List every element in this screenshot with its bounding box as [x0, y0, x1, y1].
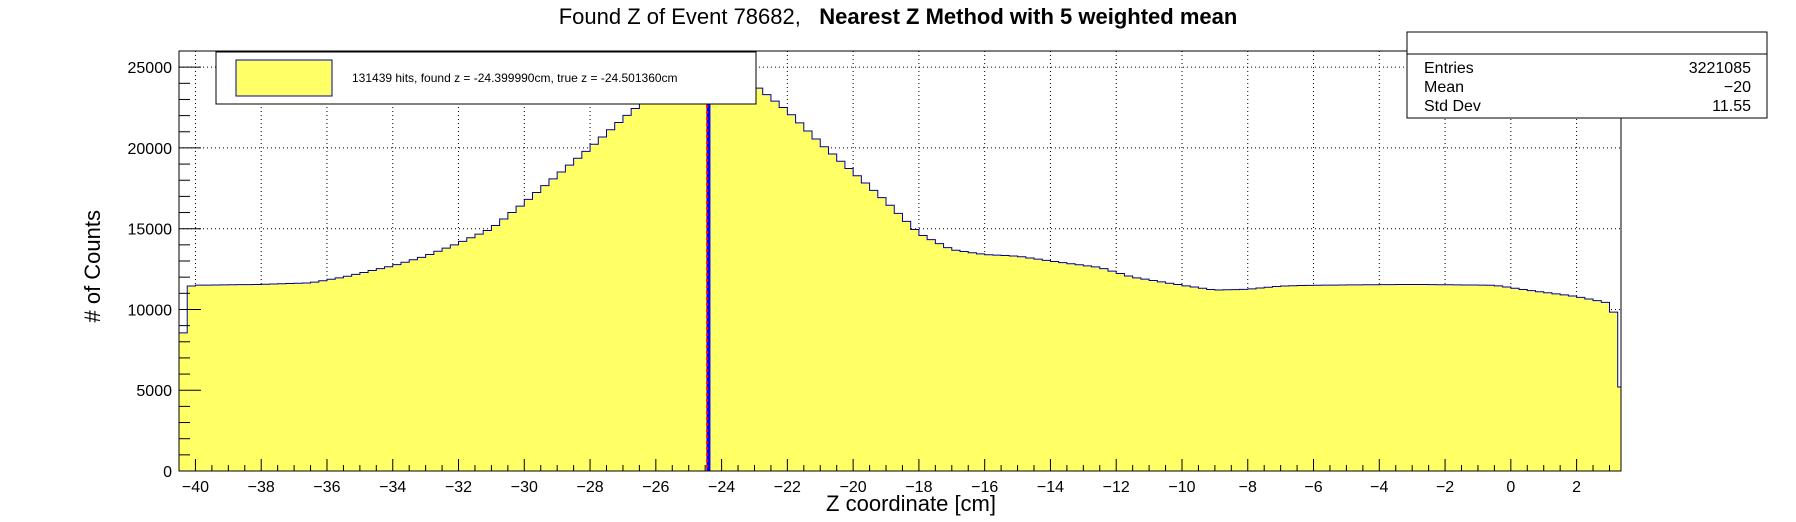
stats-background: [1406, 31, 1768, 119]
stats-label-entries: Entries: [1424, 60, 1474, 77]
stats-value-entries: 3221085: [1689, 60, 1751, 77]
x-tick-label: 2: [1572, 479, 1581, 496]
y-axis-title: # of Counts: [80, 210, 105, 323]
x-tick-label: −20: [840, 479, 867, 496]
x-tick-label: −24: [708, 479, 735, 496]
x-tick-label: −14: [1037, 479, 1064, 496]
y-tick-label: 10000: [128, 302, 173, 319]
x-tick-label: −10: [1168, 479, 1195, 496]
title-prefix: Found Z of Event 78682,: [558, 4, 801, 29]
y-tick-label: 0: [163, 464, 172, 481]
y-tick-label: 20000: [128, 141, 173, 158]
stats-value-stddev: 11.55: [1712, 98, 1751, 115]
legend-box: 131439 hits, found z = -24.399990cm, tru…: [215, 51, 757, 105]
stats-label-stddev: Std Dev: [1424, 98, 1481, 115]
x-tick-label: −4: [1370, 479, 1388, 496]
x-tick-label: −28: [576, 479, 603, 496]
x-tick-label: −38: [248, 479, 275, 496]
y-tick-label: 25000: [128, 60, 173, 77]
stats-label-mean: Mean: [1424, 79, 1464, 96]
histogram-layer: [178, 63, 1622, 472]
x-tick-label: −40: [182, 479, 209, 496]
legend-swatch: [235, 59, 333, 97]
x-tick-label: −2: [1436, 479, 1454, 496]
stats-value-mean: −20: [1724, 79, 1751, 96]
x-tick-label: −8: [1239, 479, 1257, 496]
x-tick-label: −36: [313, 479, 340, 496]
marker-lines-layer: [706, 51, 711, 471]
x-tick-label: −12: [1103, 479, 1130, 496]
x-tick-label: −6: [1304, 479, 1322, 496]
x-tick-label: −34: [379, 479, 406, 496]
tick-labels-layer: −40 −38 −36 −34 −32 −30 −28 −26 −24 −22 −20 −18 −16−…: [128, 60, 1582, 496]
stats-box: Entries 3221085 Mean −20 Std Dev 11.55: [1406, 31, 1768, 119]
x-tick-label: 0: [1506, 479, 1515, 496]
legend-entry: 131439 hits, found z = -24.399990cm, tru…: [352, 71, 678, 85]
y-tick-label: 15000: [128, 222, 173, 239]
x-tick-label: −18: [905, 479, 932, 496]
y-tick-label: 5000: [136, 383, 172, 400]
x-tick-label: −32: [445, 479, 472, 496]
tick-layer: [179, 66, 1610, 472]
x-tick-label: −16: [971, 479, 998, 496]
x-tick-label: −30: [511, 479, 538, 496]
x-tick-label: −26: [642, 479, 669, 496]
title-bold: Nearest Z Method with 5 weighted mean: [819, 4, 1238, 29]
histogram-bins: [178, 63, 1622, 472]
x-tick-label: −22: [774, 479, 801, 496]
x-axis-title: Z coordinate [cm]: [826, 491, 996, 516]
chart-title: Found Z of Event 78682, Nearest Z Method…: [0, 4, 1796, 30]
